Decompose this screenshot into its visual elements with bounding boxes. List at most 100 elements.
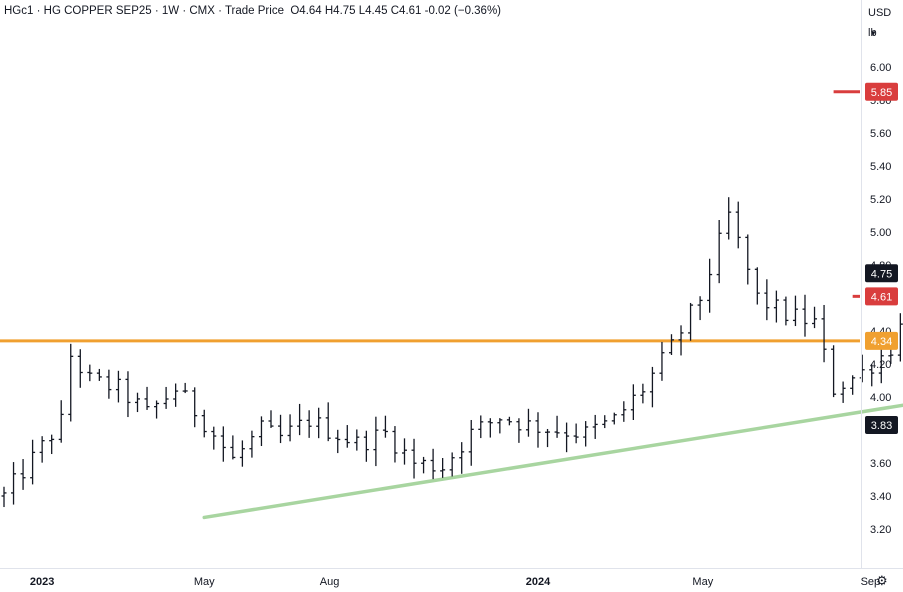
ohlc-bar[interactable] bbox=[39, 436, 45, 463]
ohlc-bar[interactable] bbox=[68, 343, 74, 422]
ohlc-bar[interactable] bbox=[449, 452, 455, 477]
ohlc-bar[interactable] bbox=[802, 294, 808, 337]
interval-label[interactable]: 1W bbox=[161, 5, 180, 17]
ohlc-bar[interactable] bbox=[173, 383, 179, 407]
ohlc-bar[interactable] bbox=[325, 402, 331, 442]
ohlc-bar[interactable] bbox=[878, 344, 884, 384]
ohlc-bar[interactable] bbox=[726, 197, 732, 240]
ohlc-bar[interactable] bbox=[897, 313, 903, 362]
ohlc-bar[interactable] bbox=[783, 296, 789, 326]
ohlc-bar[interactable] bbox=[335, 429, 341, 454]
ohlc-bar[interactable] bbox=[812, 306, 818, 329]
ohlc-bar[interactable] bbox=[792, 295, 798, 327]
gear-icon[interactable]: ⚙ bbox=[876, 573, 888, 588]
ohlc-bar[interactable] bbox=[192, 387, 198, 428]
ohlc-bar[interactable] bbox=[859, 354, 865, 383]
ohlc-bar[interactable] bbox=[306, 410, 312, 438]
ohlc-bar[interactable] bbox=[373, 416, 379, 467]
ohlc-bar[interactable] bbox=[87, 364, 93, 382]
ohlc-bar[interactable] bbox=[592, 414, 598, 439]
ohlc-bar[interactable] bbox=[1, 486, 7, 508]
ohlc-bar[interactable] bbox=[287, 414, 293, 442]
ohlc-bar[interactable] bbox=[545, 428, 551, 448]
ohlc-bar[interactable] bbox=[716, 219, 722, 284]
ohlc-bar[interactable] bbox=[659, 341, 665, 381]
ohlc-bar[interactable] bbox=[30, 439, 36, 485]
ohlc-bar[interactable] bbox=[869, 364, 875, 387]
ohlc-bar[interactable] bbox=[163, 386, 169, 409]
ohlc-bar[interactable] bbox=[49, 434, 55, 455]
ohlc-bar[interactable] bbox=[831, 345, 837, 398]
ohlc-bar[interactable] bbox=[649, 366, 655, 408]
ohlc-bar[interactable] bbox=[201, 409, 207, 438]
ohlc-bar[interactable] bbox=[640, 383, 646, 404]
ohlc-bar[interactable] bbox=[106, 369, 112, 399]
symbol-code[interactable]: HGc1 bbox=[4, 5, 34, 17]
ohlc-bar[interactable] bbox=[745, 234, 751, 285]
ohlc-bar[interactable] bbox=[564, 422, 570, 453]
ohlc-bar[interactable] bbox=[278, 414, 284, 444]
ohlc-bar[interactable] bbox=[115, 370, 121, 403]
ohlc-bar[interactable] bbox=[525, 408, 531, 437]
ohlc-bar[interactable] bbox=[440, 458, 446, 478]
ohlc-bar[interactable] bbox=[678, 325, 684, 356]
ohlc-bar[interactable] bbox=[602, 415, 608, 429]
ohlc-bar[interactable] bbox=[735, 201, 741, 249]
ohlc-bar[interactable] bbox=[697, 296, 703, 321]
ohlc-bar[interactable] bbox=[392, 426, 398, 463]
ohlc-bar[interactable] bbox=[850, 375, 856, 395]
ohlc-bar[interactable] bbox=[554, 415, 560, 438]
ohlc-bar[interactable] bbox=[382, 415, 388, 438]
ohlc-bar[interactable] bbox=[11, 462, 17, 505]
ohlc-bar[interactable] bbox=[506, 416, 512, 426]
ohlc-bar[interactable] bbox=[459, 442, 465, 474]
ohlc-bar[interactable] bbox=[611, 412, 617, 425]
ohlc-bar[interactable] bbox=[77, 349, 83, 388]
ohlc-bar[interactable] bbox=[621, 401, 627, 422]
ohlc-bar[interactable] bbox=[707, 258, 713, 313]
ohlc-bar[interactable] bbox=[134, 392, 140, 413]
ohlc-bar[interactable] bbox=[764, 279, 770, 321]
ohlc-bar[interactable] bbox=[411, 438, 417, 479]
ohlc-bar[interactable] bbox=[487, 418, 493, 438]
ohlc-bar[interactable] bbox=[668, 334, 674, 355]
ohlc-bar[interactable] bbox=[535, 412, 541, 448]
ohlc-bar[interactable] bbox=[268, 410, 274, 428]
ohlc-bar[interactable] bbox=[630, 384, 636, 420]
ohlc-bar[interactable] bbox=[497, 418, 503, 434]
ohlc-bar[interactable] bbox=[96, 368, 102, 381]
ohlc-bar[interactable] bbox=[354, 429, 360, 451]
ohlc-bar[interactable] bbox=[220, 426, 226, 462]
ohlc-bar[interactable] bbox=[583, 421, 589, 447]
ohlc-bar[interactable] bbox=[688, 302, 694, 341]
ohlc-bar[interactable] bbox=[516, 418, 522, 443]
ohlc-bar[interactable] bbox=[144, 386, 150, 410]
ohlc-bar[interactable] bbox=[258, 416, 264, 447]
ohlc-bar[interactable] bbox=[773, 290, 779, 323]
currency-selector[interactable]: USD ▾ bbox=[862, 3, 898, 38]
ohlc-bar[interactable] bbox=[840, 381, 846, 403]
ohlc-bar[interactable] bbox=[239, 440, 245, 467]
ohlc-bar[interactable] bbox=[401, 438, 407, 465]
ohlc-bar[interactable] bbox=[125, 371, 131, 418]
ohlc-bar[interactable] bbox=[478, 415, 484, 439]
ohlc-bar[interactable] bbox=[58, 400, 64, 443]
ohlc-bar[interactable] bbox=[182, 382, 188, 394]
ohlc-bar[interactable] bbox=[20, 459, 26, 490]
ohlc-bar[interactable] bbox=[430, 448, 436, 480]
ohlc-bar[interactable] bbox=[421, 456, 427, 474]
ohlc-bar[interactable] bbox=[154, 400, 160, 419]
ohlc-bar[interactable] bbox=[211, 426, 217, 450]
ohlc-bar[interactable] bbox=[230, 435, 236, 460]
ohlc-bar[interactable] bbox=[754, 267, 760, 305]
unit-label[interactable]: lb bbox=[868, 27, 877, 39]
ohlc-bar[interactable] bbox=[573, 423, 579, 444]
ohlc-bar[interactable] bbox=[468, 419, 474, 466]
ohlc-bar[interactable] bbox=[297, 403, 303, 436]
ohlc-bar[interactable] bbox=[316, 407, 322, 439]
ohlc-bar[interactable] bbox=[363, 430, 369, 462]
ohlc-bar[interactable] bbox=[249, 430, 255, 458]
ohlc-bar[interactable] bbox=[821, 304, 827, 363]
trendline[interactable] bbox=[202, 326, 903, 520]
